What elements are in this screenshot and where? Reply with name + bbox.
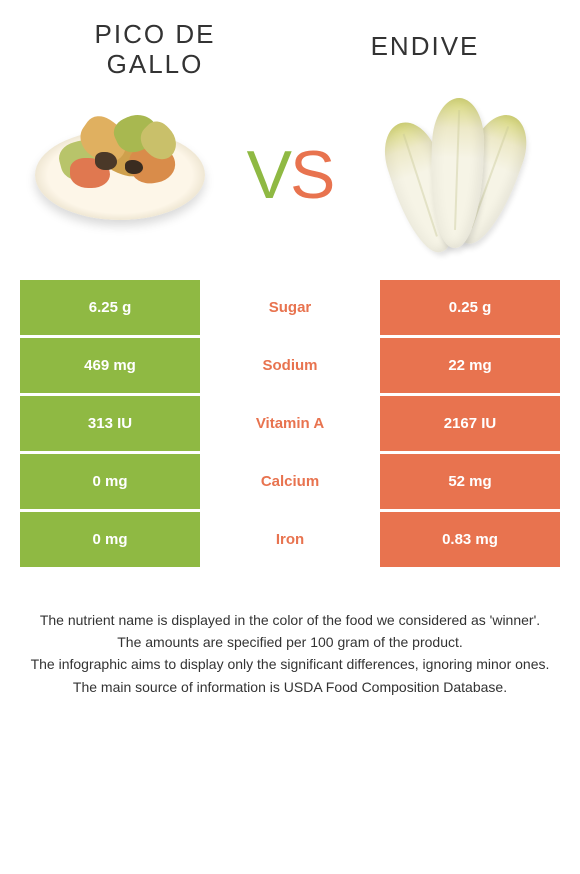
table-row: 0 mgIron0.83 mg [20,512,560,567]
cell-right-value: 2167 IU [380,396,560,451]
cell-left-value: 313 IU [20,396,200,451]
cell-nutrient-label: Calcium [200,454,380,509]
cell-nutrient-label: Iron [200,512,380,567]
vs-v: V [247,137,290,213]
cell-left-value: 469 mg [20,338,200,393]
footer-line: The nutrient name is displayed in the co… [20,610,560,630]
table-row: 0 mgCalcium52 mg [20,454,560,509]
endive-icon [385,90,535,260]
cell-nutrient-label: Vitamin A [200,396,380,451]
cell-nutrient-label: Sodium [200,338,380,393]
cell-left-value: 6.25 g [20,280,200,335]
table-row: 6.25 gSugar0.25 g [20,280,560,335]
header: PICO DE GALLO ENDIVE [0,0,580,80]
title-left: PICO DE GALLO [60,20,250,80]
title-right: ENDIVE [330,20,520,80]
food-image-left [30,100,210,250]
images-row: VS [0,80,580,280]
footer-notes: The nutrient name is displayed in the co… [0,570,580,697]
cell-right-value: 52 mg [380,454,560,509]
vs-s: S [290,137,333,213]
cell-right-value: 22 mg [380,338,560,393]
cell-left-value: 0 mg [20,454,200,509]
cell-left-value: 0 mg [20,512,200,567]
cell-nutrient-label: Sugar [200,280,380,335]
food-image-right [370,100,550,250]
footer-line: The infographic aims to display only the… [20,654,560,674]
table-row: 469 mgSodium22 mg [20,338,560,393]
cell-right-value: 0.83 mg [380,512,560,567]
comparison-table: 6.25 gSugar0.25 g469 mgSodium22 mg313 IU… [0,280,580,567]
vs-label: VS [247,136,334,214]
footer-line: The main source of information is USDA F… [20,677,560,697]
salad-plate-icon [35,130,205,220]
cell-right-value: 0.25 g [380,280,560,335]
footer-line: The amounts are specified per 100 gram o… [20,632,560,652]
table-row: 313 IUVitamin A2167 IU [20,396,560,451]
